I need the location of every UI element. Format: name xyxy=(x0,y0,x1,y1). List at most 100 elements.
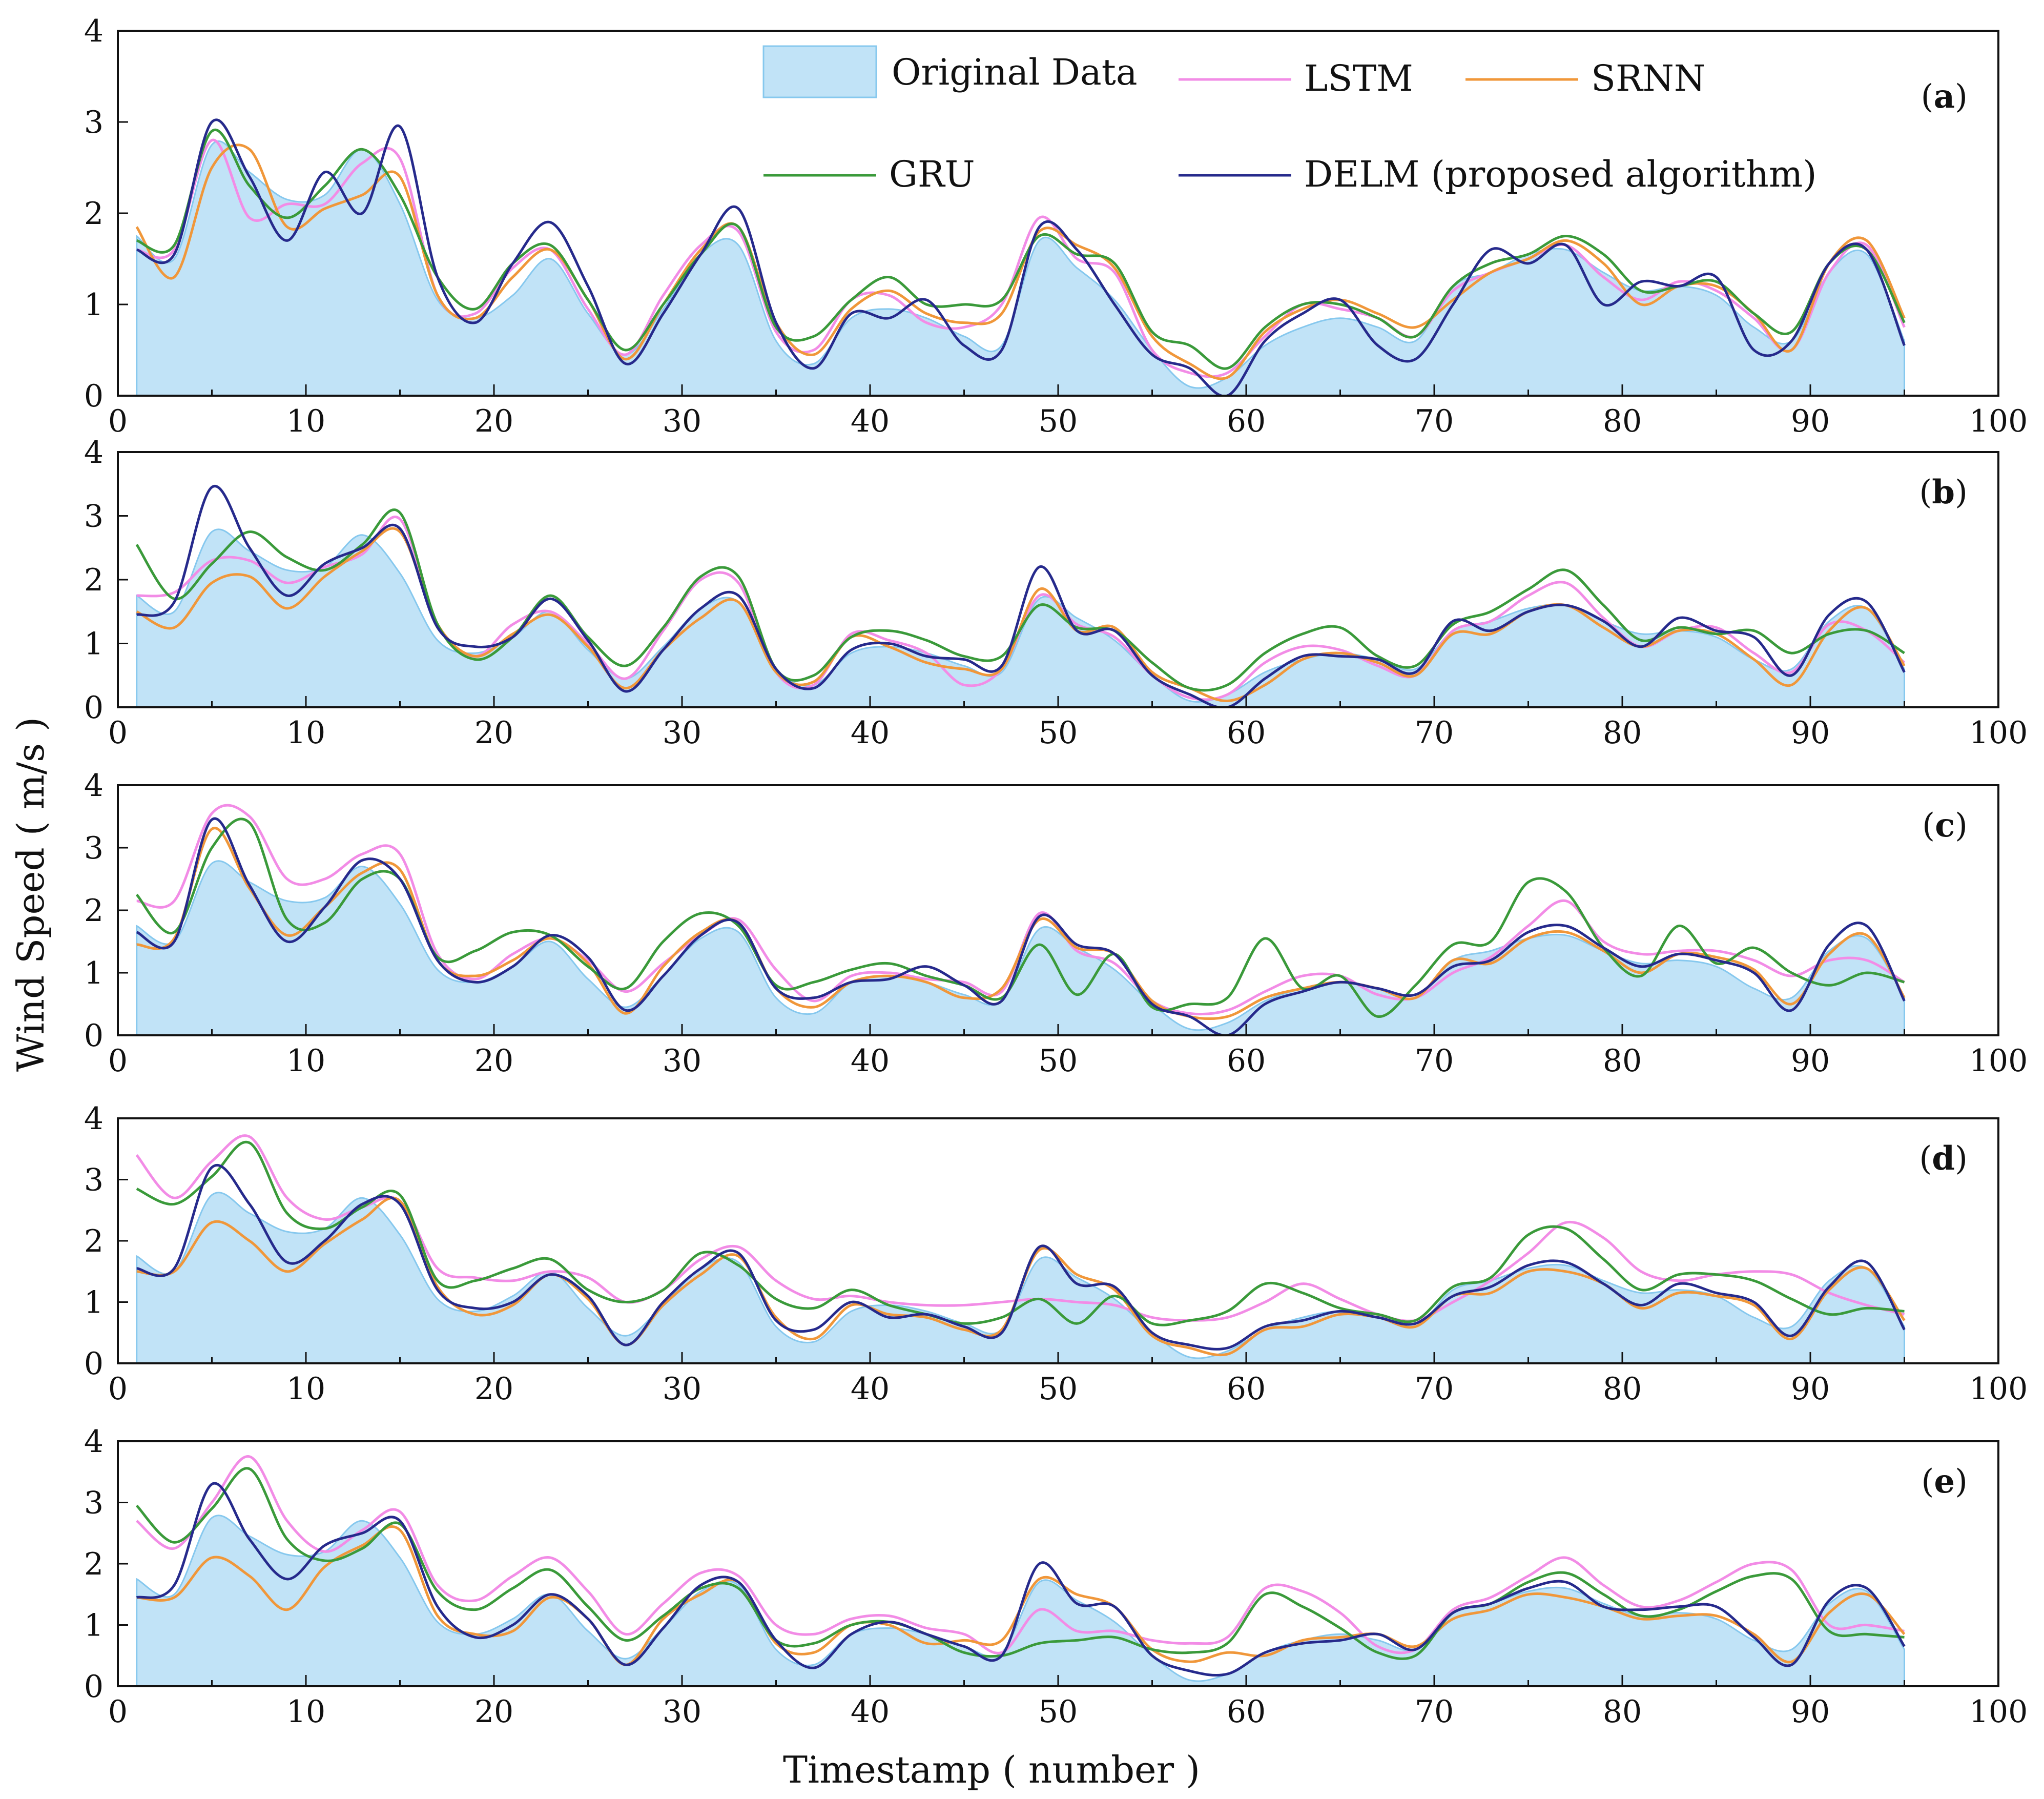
x-tick-label: 80 xyxy=(1603,1043,1642,1079)
x-tick-label: 90 xyxy=(1791,715,1830,751)
x-tick-label: 60 xyxy=(1227,1371,1266,1407)
y-tick-label: 3 xyxy=(84,105,104,140)
x-tick-label: 40 xyxy=(851,403,890,439)
x-tick-label: 100 xyxy=(1969,403,2028,439)
x-tick-label: 40 xyxy=(851,1694,890,1730)
panel-e: 0 10 20 30 40 50 60 70 80 90 100 0 1 2 3 4 (e) xyxy=(84,1424,2028,1730)
y-tick-label: 2 xyxy=(84,1223,104,1259)
x-tick-label: 20 xyxy=(474,1694,513,1730)
delm-series-line xyxy=(136,485,1906,707)
x-tick-label: 20 xyxy=(474,715,513,751)
x-tick-label: 0 xyxy=(108,403,128,439)
x-tick-label: 50 xyxy=(1039,715,1078,751)
gru-series-line xyxy=(135,508,1905,692)
original-data-area xyxy=(136,1515,1905,1686)
gru-series-line xyxy=(136,128,1906,370)
original-data-area xyxy=(136,140,1905,396)
x-tick-label: 60 xyxy=(1227,1694,1266,1730)
x-tick-label: 0 xyxy=(108,1694,128,1730)
x-tick-label: 0 xyxy=(108,1043,128,1079)
x-tick-label: 100 xyxy=(1969,1694,2028,1730)
x-tick-label: 20 xyxy=(474,1043,513,1079)
x-tick-label: 40 xyxy=(851,715,890,751)
delm-series-line xyxy=(136,118,1906,396)
x-tick-label: 0 xyxy=(108,1371,128,1407)
panel-label: (c) xyxy=(1922,806,1968,845)
panel-label: (a) xyxy=(1921,77,1968,116)
delm-series-line xyxy=(136,1482,1906,1677)
x-tick-label: 50 xyxy=(1039,1371,1078,1407)
y-tick-label: 0 xyxy=(84,1346,104,1382)
original-data-area xyxy=(136,528,1905,707)
plot-area xyxy=(135,1455,1906,1686)
x-tick-label: 30 xyxy=(663,1043,701,1079)
legend-label: LSTM xyxy=(1304,57,1413,99)
x-tick-label: 90 xyxy=(1791,1694,1830,1730)
y-tick-label: 0 xyxy=(84,1669,104,1705)
y-tick-label: 4 xyxy=(84,1101,104,1137)
legend-label: SRNN xyxy=(1591,57,1705,99)
x-tick-label: 90 xyxy=(1791,1043,1830,1079)
x-tick-label: 30 xyxy=(663,403,701,439)
plot-area xyxy=(135,1134,1906,1363)
original-data-area xyxy=(136,1192,1905,1363)
legend-item-srnn: SRNN xyxy=(1465,57,1705,99)
legend-item-original: Original Data xyxy=(762,45,1138,98)
panel-c: 0 10 20 30 40 50 60 70 80 90 100 0 1 2 3 4 (c) xyxy=(84,768,2028,1079)
x-tick-label: 80 xyxy=(1603,715,1642,751)
legend-label: DELM (proposed algorithm) xyxy=(1304,153,1817,195)
y-tick-label: 3 xyxy=(84,1485,104,1521)
legend-label: Original Data xyxy=(892,51,1138,93)
y-tick-label: 1 xyxy=(84,1608,104,1644)
y-tick-label: 2 xyxy=(84,893,104,929)
x-tick-label: 20 xyxy=(474,1371,513,1407)
x-tick-label: 90 xyxy=(1791,403,1830,439)
x-tick-label: 10 xyxy=(286,1043,325,1079)
panel-a: 0 10 20 30 40 50 60 70 80 90 100 0 1 2 3 4 (a) xyxy=(84,13,2028,439)
y-tick-label: 3 xyxy=(84,499,104,535)
panel-label: (b) xyxy=(1919,473,1968,512)
lstm-series-line xyxy=(136,1455,1905,1654)
panel-label: (e) xyxy=(1921,1462,1968,1501)
y-tick-label: 1 xyxy=(84,626,104,662)
x-tick-label: 60 xyxy=(1227,403,1266,439)
x-tick-label: 30 xyxy=(663,1371,701,1407)
gru-series-line xyxy=(136,1140,1905,1326)
y-tick-label: 4 xyxy=(84,768,104,804)
y-tick-label: 3 xyxy=(84,1162,104,1198)
x-tick-label: 70 xyxy=(1415,1043,1454,1079)
y-tick-label: 2 xyxy=(84,1546,104,1582)
plot-area xyxy=(135,804,1906,1035)
legend-item-lstm: LSTM xyxy=(1179,57,1413,99)
plot-area xyxy=(135,118,1906,396)
x-tick-label: 70 xyxy=(1415,1694,1454,1730)
legend-swatch-original xyxy=(762,45,877,98)
x-tick-label: 50 xyxy=(1039,1694,1078,1730)
panel-d: 0 10 20 30 40 50 60 70 80 90 100 0 1 2 3 4 (d) xyxy=(84,1101,2028,1407)
x-tick-label: 10 xyxy=(286,403,325,439)
x-tick-label: 40 xyxy=(851,1043,890,1079)
x-tick-label: 100 xyxy=(1969,715,2028,751)
y-tick-label: 4 xyxy=(84,1424,104,1460)
x-tick-label: 10 xyxy=(286,1694,325,1730)
x-tick-label: 100 xyxy=(1969,1043,2028,1079)
x-tick-label: 30 xyxy=(663,1694,701,1730)
y-tick-label: 2 xyxy=(84,196,104,232)
lstm-series-line xyxy=(136,138,1906,378)
x-tick-label: 70 xyxy=(1415,403,1454,439)
x-tick-label: 100 xyxy=(1969,1371,2028,1407)
y-tick-label: 1 xyxy=(84,955,104,991)
legend-item-delm: DELM (proposed algorithm) xyxy=(1179,153,1817,195)
x-tick-label: 50 xyxy=(1039,403,1078,439)
srnn-series-line xyxy=(135,144,1906,380)
x-tick-label: 10 xyxy=(286,1371,325,1407)
y-tick-label: 4 xyxy=(84,435,104,471)
x-tick-label: 70 xyxy=(1415,1371,1454,1407)
y-tick-label: 2 xyxy=(84,562,104,598)
y-tick-label: 0 xyxy=(84,378,104,414)
legend-label: GRU xyxy=(889,153,975,195)
x-tick-label: 30 xyxy=(663,715,701,751)
panel-b: 0 10 20 30 40 50 60 70 80 90 100 0 1 2 3 4 (b) xyxy=(84,435,2028,751)
plot-area xyxy=(135,485,1906,707)
